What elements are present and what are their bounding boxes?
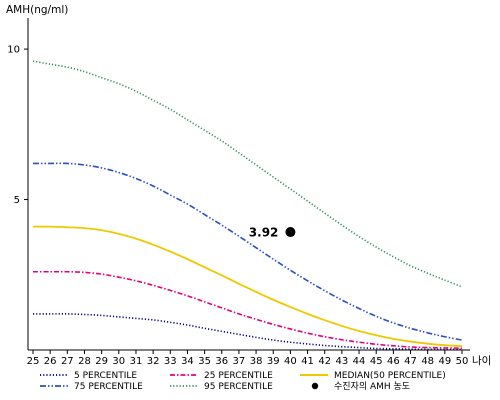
y-tick-label: 10	[7, 45, 20, 56]
series-line-3	[33, 162, 463, 341]
x-tick-label: 40	[284, 356, 297, 367]
x-tick-label: 25	[27, 356, 40, 367]
x-tick-label: 27	[61, 356, 74, 367]
x-tick-label: 39	[267, 356, 280, 367]
series-line-2	[32, 225, 463, 347]
patient-amh-point	[285, 227, 296, 238]
series-line-1	[32, 270, 463, 349]
x-tick-label: 38	[250, 356, 263, 367]
series-line-4	[32, 60, 463, 288]
x-axis-label: 나이	[472, 355, 491, 367]
x-tick-label: 41	[301, 356, 314, 367]
legend-label: 95 PERCENTILE	[204, 382, 273, 392]
legend-label: 75 PERCENTILE	[74, 382, 143, 392]
x-tick-label: 33	[164, 356, 177, 367]
y-ticks: 5 10	[7, 45, 28, 206]
legend-label: 5 PERCENTILE	[74, 371, 137, 381]
y-tick-label: 5	[14, 195, 20, 206]
x-tick-label: 35	[198, 356, 211, 367]
x-tick-label: 32	[147, 356, 160, 367]
x-tick-label: 48	[421, 356, 434, 367]
x-tick-label: 30	[112, 356, 125, 367]
x-tick-label: 43	[336, 356, 349, 367]
x-tick-label: 46	[387, 356, 400, 367]
x-tick-label: 47	[404, 356, 417, 367]
series-curves	[32, 60, 463, 351]
legend: 5 PERCENTILE 25 PERCENTILE MEDIAN(50 PERCE…	[40, 371, 446, 392]
legend-label: 수진자의 AMH 농도	[334, 381, 410, 392]
x-tick-label: 26	[44, 356, 57, 367]
x-tick-label: 31	[130, 356, 143, 367]
annotations: 3.92	[249, 226, 296, 240]
x-tick-label: 34	[181, 356, 194, 367]
legend-swatch	[311, 382, 319, 390]
x-tick-label: 28	[78, 356, 91, 367]
x-tick-label: 42	[318, 356, 331, 367]
y-axis-label: AMH(ng/ml)	[6, 4, 68, 16]
x-tick-label: 45	[370, 356, 383, 367]
x-tick-label: 37	[233, 356, 246, 367]
series-line-0	[33, 313, 462, 351]
x-tick-label: 50	[456, 356, 469, 367]
x-tick-label: 29	[95, 356, 108, 367]
legend-label: MEDIAN(50 PERCENTILE)	[334, 371, 446, 381]
x-tick-label: 44	[353, 356, 366, 367]
x-ticks: 25 26 27 28 29 30 31 32 33 34 35 36 37 38 39 40 41 42 43 44…	[27, 350, 469, 367]
x-tick-label: 49	[438, 356, 451, 367]
x-tick-label: 36	[215, 356, 228, 367]
legend-label: 25 PERCENTILE	[204, 371, 273, 381]
patient-amh-value: 3.92	[249, 226, 279, 240]
